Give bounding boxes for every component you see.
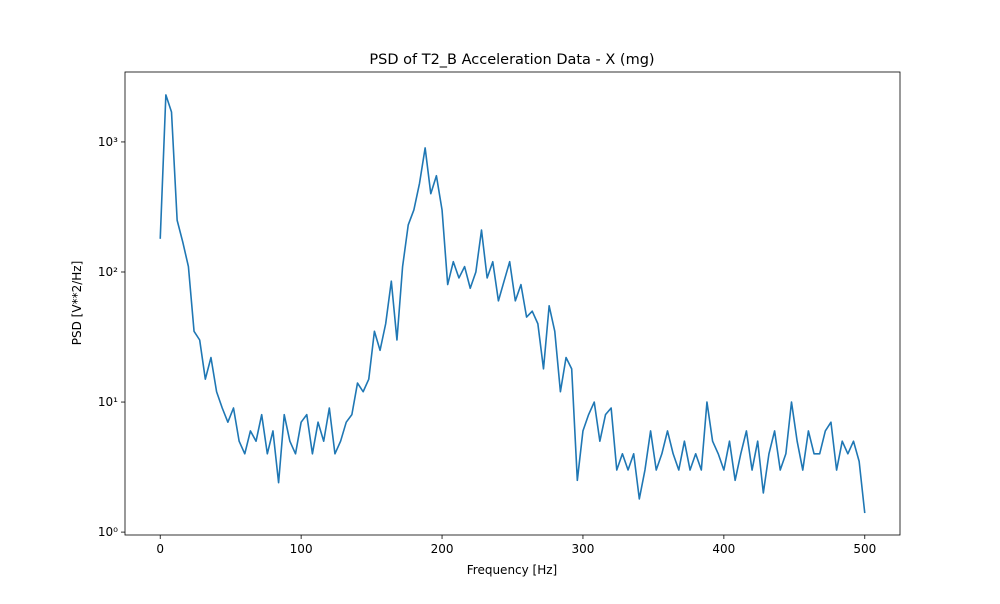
- psd-line: [159, 94, 866, 514]
- x-axis-label: Frequency [Hz]: [467, 563, 558, 577]
- y-tick-label: 10¹: [98, 395, 118, 409]
- y-axis-label: PSD [V**2/Hz]: [70, 261, 84, 345]
- chart-title: PSD of T2_B Acceleration Data - X (mg): [369, 52, 654, 68]
- y-tick-label: 10³: [98, 135, 118, 149]
- x-tick-label: 100: [290, 542, 313, 556]
- x-tick-label: 500: [853, 542, 876, 556]
- x-tick-label: 200: [431, 542, 454, 556]
- x-tick-label: 400: [712, 542, 735, 556]
- x-tick-label: 300: [572, 542, 595, 556]
- axes-frame: [124, 71, 901, 536]
- y-tick-label: 10²: [98, 265, 118, 279]
- y-tick-label: 10⁰: [98, 525, 118, 539]
- x-tick-label: 0: [156, 542, 164, 556]
